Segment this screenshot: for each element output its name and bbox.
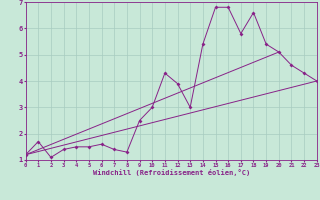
X-axis label: Windchill (Refroidissement éolien,°C): Windchill (Refroidissement éolien,°C) — [92, 169, 250, 176]
